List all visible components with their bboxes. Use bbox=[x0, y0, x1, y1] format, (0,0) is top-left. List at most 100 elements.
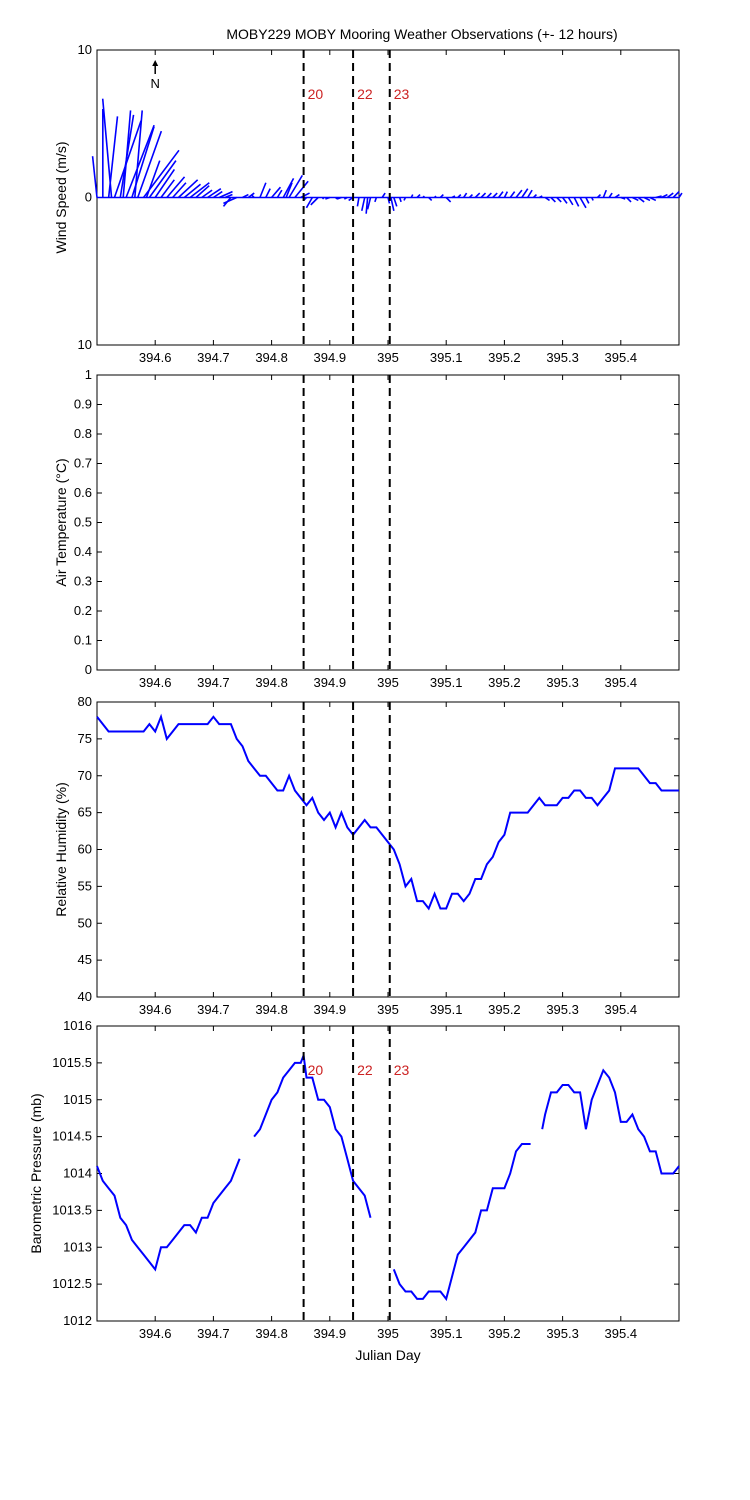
wind-stick bbox=[492, 192, 498, 199]
wind-stick bbox=[365, 197, 369, 214]
pressure-series-segment bbox=[392, 1143, 531, 1302]
x-tick-label: 395.3 bbox=[546, 1002, 579, 1017]
y-tick-label: 0.6 bbox=[74, 485, 92, 500]
y-tick-label: 0.1 bbox=[74, 633, 92, 648]
wind-stick bbox=[166, 176, 186, 199]
wind-stick bbox=[374, 197, 378, 203]
wind-stick bbox=[134, 110, 144, 198]
y-axis-label: Relative Humidity (%) bbox=[53, 782, 69, 917]
wind-stick bbox=[521, 188, 529, 198]
wind-stick bbox=[154, 169, 176, 198]
y-tick-label: 10 bbox=[78, 42, 92, 57]
y-axis-label: Air Temperature (°C) bbox=[53, 458, 69, 586]
wind-stick bbox=[223, 196, 238, 205]
plot-area-frame bbox=[96, 701, 680, 998]
panels-container: 394.6 394.7 394.8 394.9 395 395.1 395.2 395.3 39… bbox=[28, 42, 683, 1363]
wind-stick bbox=[556, 196, 562, 203]
wind-stick bbox=[360, 197, 366, 211]
wind-stick bbox=[335, 196, 338, 200]
x-tick-label: 395 bbox=[377, 1002, 399, 1017]
north-label: N bbox=[151, 76, 160, 91]
pressure-series-segment bbox=[541, 1068, 680, 1175]
wind-stick bbox=[201, 189, 213, 199]
wind-stick bbox=[579, 197, 587, 209]
x-tick-label: 394.8 bbox=[255, 675, 288, 690]
y-tick-label: 1014.5 bbox=[52, 1129, 92, 1144]
wind-stick bbox=[643, 196, 651, 202]
wind-stick bbox=[265, 188, 271, 198]
x-tick-label: 394.8 bbox=[255, 1326, 288, 1341]
wind-stick bbox=[212, 190, 223, 199]
y-tick-label: 0.7 bbox=[74, 456, 92, 471]
x-tick-label: 394.9 bbox=[314, 675, 347, 690]
wind-stick bbox=[393, 197, 398, 207]
wind-stick bbox=[532, 193, 538, 199]
y-tick-label: 10 bbox=[78, 337, 92, 352]
wind-stick bbox=[585, 197, 590, 204]
y-tick-label: 40 bbox=[78, 989, 92, 1004]
wind-stick bbox=[189, 182, 210, 199]
x-tick-label: 395.2 bbox=[488, 1326, 521, 1341]
figure-title: MOBY229 MOBY Mooring Weather Observation… bbox=[226, 26, 617, 42]
y-tick-label: 1 bbox=[85, 367, 92, 382]
pressure-series-segment bbox=[96, 1158, 241, 1272]
x-axis-label: Julian Day bbox=[355, 1347, 420, 1363]
y-tick-label: 0.5 bbox=[74, 515, 92, 530]
wind-stick bbox=[573, 197, 580, 207]
x-tick-label: 394.6 bbox=[139, 675, 172, 690]
wind-panel: 394.6 394.7 394.8 394.9 395 395.1 395.2 395.3 39… bbox=[53, 42, 683, 365]
y-tick-label: 1015.5 bbox=[52, 1055, 92, 1070]
wind-stick bbox=[480, 192, 487, 199]
x-tick-label: 395 bbox=[377, 675, 399, 690]
wind-stick bbox=[410, 194, 414, 198]
wind-stick bbox=[91, 156, 98, 198]
wind-stick bbox=[468, 193, 473, 199]
plot-area-frame bbox=[96, 1025, 680, 1322]
wind-stick bbox=[122, 110, 132, 198]
x-tick-label: 394.7 bbox=[197, 675, 230, 690]
x-tick-label: 395.4 bbox=[605, 1326, 638, 1341]
x-tick-label: 395 bbox=[377, 1326, 399, 1341]
y-tick-label: 0.9 bbox=[74, 397, 92, 412]
y-tick-label: 1016 bbox=[63, 1018, 92, 1033]
y-axis-label: Barometric Pressure (mb) bbox=[28, 1093, 44, 1253]
wind-stick bbox=[160, 179, 175, 198]
wind-stick bbox=[590, 197, 594, 201]
wind-stick bbox=[626, 196, 632, 203]
wind-stick bbox=[148, 160, 177, 198]
wind-stick bbox=[474, 192, 481, 199]
y-tick-label: 1012.5 bbox=[52, 1276, 92, 1291]
y-tick-label: 60 bbox=[78, 842, 92, 857]
event-marker-label: 20 bbox=[308, 86, 324, 102]
wind-stick bbox=[503, 191, 509, 198]
humidity-panel: 394.6 394.7 394.8 394.9 395 395.1 395.2 395.3 39… bbox=[53, 694, 680, 1017]
y-tick-label: 0 bbox=[85, 662, 92, 677]
x-tick-label: 394.6 bbox=[139, 1002, 172, 1017]
wind-stick bbox=[288, 174, 304, 198]
wind-stick bbox=[101, 98, 113, 198]
north-arrowhead-icon bbox=[152, 60, 159, 66]
wind-stick bbox=[620, 196, 626, 200]
wind-stick bbox=[445, 196, 452, 203]
wind-stick bbox=[183, 183, 202, 199]
wind-stick bbox=[242, 193, 249, 199]
wind-stick bbox=[561, 197, 568, 204]
y-tick-label: 50 bbox=[78, 915, 92, 930]
event-marker-label: 22 bbox=[357, 1062, 373, 1078]
event-marker-label: 23 bbox=[394, 1062, 410, 1078]
y-tick-label: 80 bbox=[78, 694, 92, 709]
wind-stick bbox=[250, 193, 255, 199]
wind-stick bbox=[538, 195, 543, 199]
wind-stick bbox=[462, 192, 468, 198]
wind-stick bbox=[300, 192, 310, 199]
y-tick-label: 45 bbox=[78, 952, 92, 967]
wind-stick bbox=[390, 197, 395, 211]
x-tick-label: 395.1 bbox=[430, 1326, 463, 1341]
wind-stick bbox=[602, 189, 608, 198]
pressure-series-segment bbox=[253, 1055, 372, 1219]
x-tick-label: 395.3 bbox=[546, 350, 579, 365]
x-tick-label: 394.6 bbox=[139, 1326, 172, 1341]
wind-stick bbox=[544, 196, 551, 202]
x-tick-label: 395.1 bbox=[430, 350, 463, 365]
wind-stick bbox=[672, 191, 680, 199]
